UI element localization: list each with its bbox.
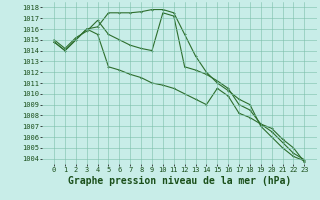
X-axis label: Graphe pression niveau de la mer (hPa): Graphe pression niveau de la mer (hPa) [68,176,291,186]
